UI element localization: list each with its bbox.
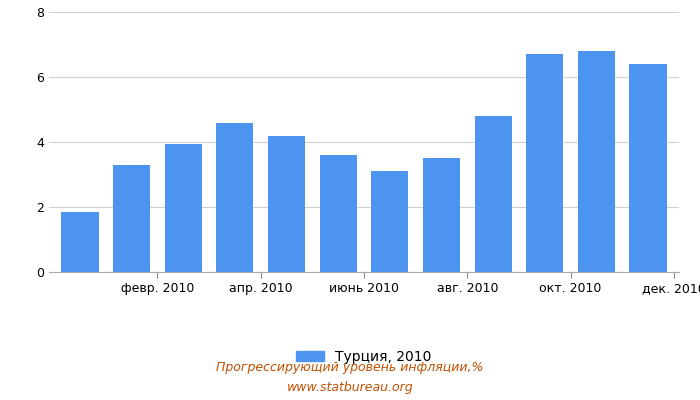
Text: www.statbureau.org: www.statbureau.org [287, 381, 413, 394]
Bar [578, 51, 615, 272]
Bar [320, 155, 357, 272]
Bar [113, 165, 150, 272]
Bar [216, 122, 253, 272]
Bar [526, 54, 564, 272]
Bar [268, 136, 305, 272]
Legend: Турция, 2010: Турция, 2010 [290, 344, 438, 369]
Bar [62, 212, 99, 272]
Bar [423, 158, 460, 272]
Bar [164, 144, 202, 272]
Bar [629, 64, 666, 272]
Text: Прогрессирующий уровень инфляции,%: Прогрессирующий уровень инфляции,% [216, 361, 484, 374]
Bar [371, 171, 408, 272]
Bar [475, 116, 512, 272]
